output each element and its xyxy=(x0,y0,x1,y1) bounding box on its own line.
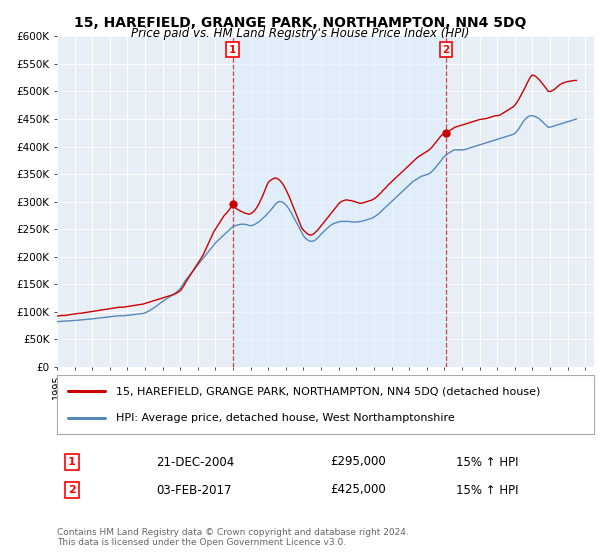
Bar xyxy=(233,36,446,367)
Text: HPI: Average price, detached house, West Northamptonshire: HPI: Average price, detached house, West… xyxy=(116,413,455,423)
Text: £295,000: £295,000 xyxy=(330,455,386,469)
Text: 21-DEC-2004: 21-DEC-2004 xyxy=(156,455,234,469)
Text: Price paid vs. HM Land Registry's House Price Index (HPI): Price paid vs. HM Land Registry's House … xyxy=(131,27,469,40)
Text: £425,000: £425,000 xyxy=(330,483,386,497)
Text: 15% ↑ HPI: 15% ↑ HPI xyxy=(456,483,518,497)
Text: 2: 2 xyxy=(442,45,449,55)
Text: 15% ↑ HPI: 15% ↑ HPI xyxy=(456,455,518,469)
Text: 15, HAREFIELD, GRANGE PARK, NORTHAMPTON, NN4 5DQ: 15, HAREFIELD, GRANGE PARK, NORTHAMPTON,… xyxy=(74,16,526,30)
Text: Contains HM Land Registry data © Crown copyright and database right 2024.
This d: Contains HM Land Registry data © Crown c… xyxy=(57,528,409,547)
Text: 1: 1 xyxy=(68,457,76,467)
Text: 2: 2 xyxy=(68,485,76,495)
Text: 03-FEB-2017: 03-FEB-2017 xyxy=(156,483,232,497)
Text: 15, HAREFIELD, GRANGE PARK, NORTHAMPTON, NN4 5DQ (detached house): 15, HAREFIELD, GRANGE PARK, NORTHAMPTON,… xyxy=(116,386,541,396)
Text: 1: 1 xyxy=(229,45,236,55)
